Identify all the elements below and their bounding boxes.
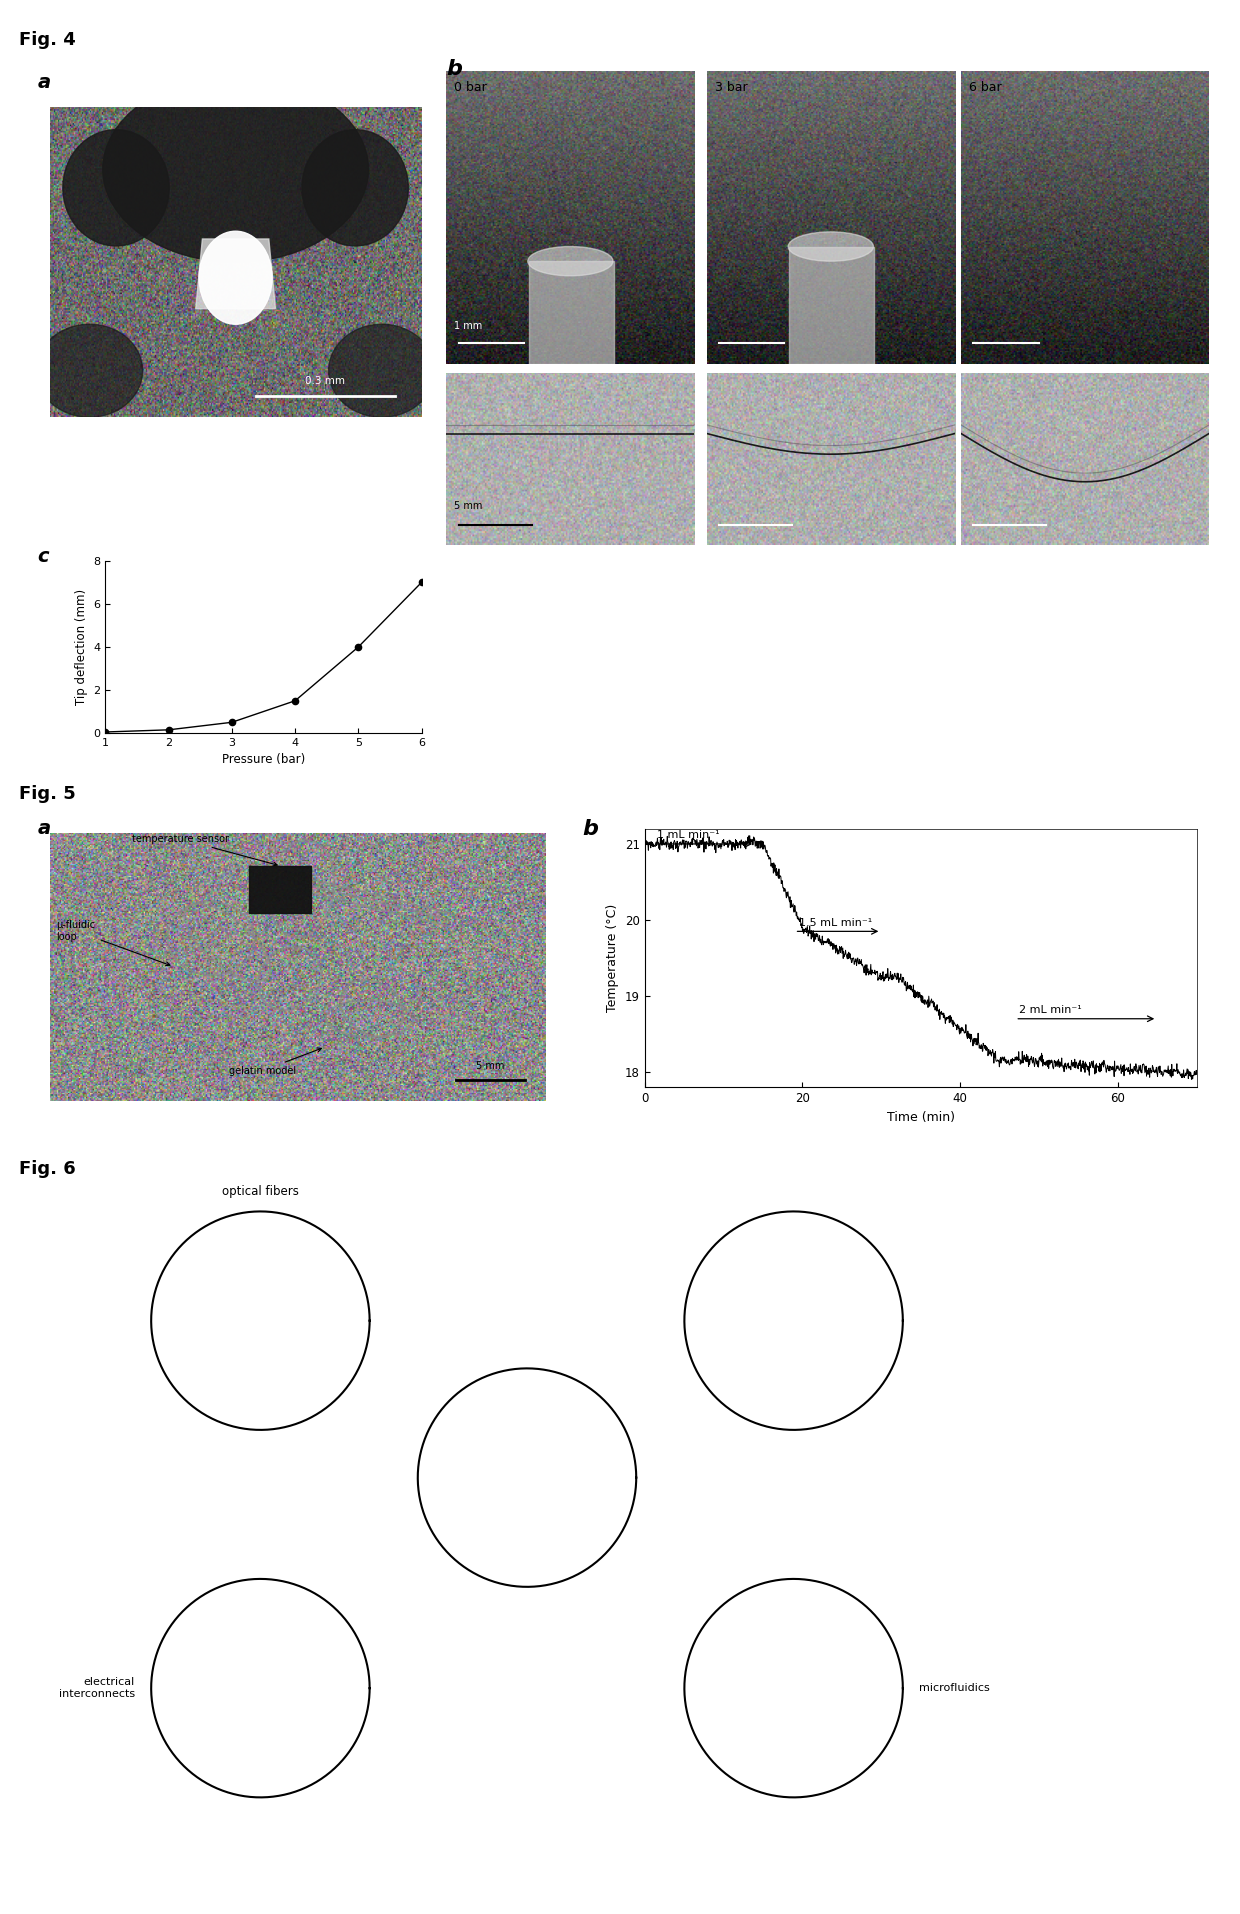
Polygon shape [196, 239, 275, 308]
Bar [249, 865, 311, 913]
Ellipse shape [789, 232, 873, 260]
Text: 0.3 mm: 0.3 mm [305, 377, 345, 387]
Ellipse shape [103, 77, 368, 262]
Text: b: b [446, 59, 463, 78]
Text: 5 mm: 5 mm [476, 1060, 505, 1072]
Wedge shape [575, 1470, 1012, 1906]
Polygon shape [513, 1466, 541, 1489]
Bar [789, 247, 874, 364]
Ellipse shape [303, 130, 408, 245]
Text: b: b [583, 819, 599, 838]
Text: c: c [37, 547, 48, 567]
Text: microfluidics: microfluidics [919, 1682, 990, 1694]
Wedge shape [42, 1470, 479, 1906]
Text: Fig. 6: Fig. 6 [19, 1160, 76, 1177]
Text: 0 bar: 0 bar [454, 80, 487, 94]
Wedge shape [575, 1102, 1012, 1539]
Text: temperature sensor: temperature sensor [133, 835, 278, 865]
Ellipse shape [200, 232, 272, 323]
Bar [513, 1401, 541, 1466]
Text: Direct Ink
Writing: Direct Ink Writing [495, 1464, 559, 1491]
Text: 2 mL min⁻¹: 2 mL min⁻¹ [1019, 1005, 1083, 1014]
Text: μ-fluidic
loop: μ-fluidic loop [57, 921, 170, 967]
Ellipse shape [63, 130, 169, 245]
Bar [528, 260, 614, 364]
X-axis label: Time (min): Time (min) [887, 1110, 955, 1124]
Y-axis label: Tip deflection (mm): Tip deflection (mm) [74, 590, 88, 704]
Wedge shape [309, 1259, 745, 1696]
X-axis label: Pressure (bar): Pressure (bar) [222, 754, 305, 766]
Text: 5 mm: 5 mm [454, 501, 482, 511]
Ellipse shape [289, 1311, 309, 1330]
Text: a: a [37, 73, 51, 92]
Ellipse shape [36, 323, 143, 417]
Bar [151, 1303, 217, 1338]
Text: gelatin model: gelatin model [228, 1049, 321, 1076]
Text: 1 mm: 1 mm [454, 322, 482, 331]
Ellipse shape [329, 323, 435, 417]
Text: electrical
interconnects: electrical interconnects [58, 1677, 135, 1700]
Text: 6 bar: 6 bar [968, 80, 1002, 94]
Text: 3 bar: 3 bar [714, 80, 748, 94]
Text: 1.5 mL min⁻¹: 1.5 mL min⁻¹ [799, 917, 872, 928]
Ellipse shape [528, 247, 613, 276]
Text: 1 mL min⁻¹: 1 mL min⁻¹ [657, 831, 719, 840]
Wedge shape [42, 1102, 479, 1539]
Text: Fig. 5: Fig. 5 [19, 785, 76, 802]
Text: optical fibers: optical fibers [222, 1185, 299, 1198]
Text: a: a [37, 819, 51, 838]
Text: Fig. 4: Fig. 4 [19, 31, 76, 48]
Y-axis label: Temperature (°C): Temperature (°C) [606, 903, 620, 1013]
